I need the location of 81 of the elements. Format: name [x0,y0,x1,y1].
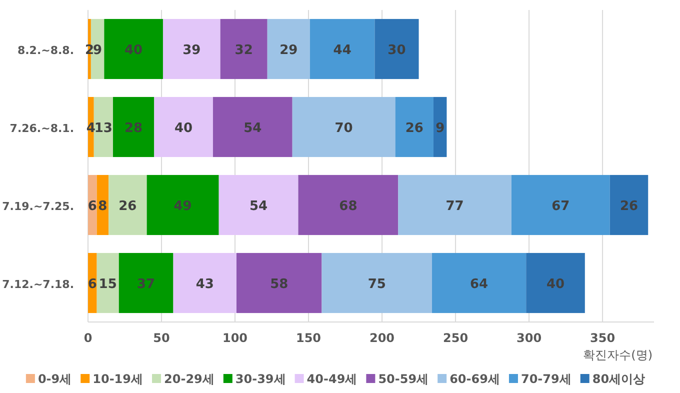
bar [433,96,447,158]
x-tick-label: 150 [296,331,322,345]
bar [432,252,526,314]
data-label: 49 [174,199,192,214]
data-label: 30 [388,43,406,58]
data-label: 6 [88,277,97,292]
x-tick-label: 350 [590,331,616,345]
legend-label: 60-69세 [450,372,500,386]
y-tick-label: 7.26.~8.1. [10,122,74,135]
legend-label: 40-49세 [306,372,358,386]
bar [218,174,298,236]
data-label: 15 [98,277,117,292]
bar [292,96,396,158]
data-label: 40 [174,121,193,136]
bar [398,174,512,236]
bar [322,252,432,314]
bar [511,174,610,236]
data-label: 13 [94,121,112,136]
data-label: 44 [333,43,352,58]
x-axis-title: 확진자수(명) [583,348,653,362]
bar [162,18,220,80]
data-label: 39 [182,43,201,58]
y-tick-label: 8.2.~8.8. [17,44,74,57]
data-label: 32 [234,43,253,58]
bar [526,252,585,314]
bar [298,174,398,236]
data-label: 9 [436,121,445,136]
data-label: 54 [244,121,262,136]
legend-label: 10-19세 [92,372,144,386]
data-label: 40 [546,277,565,292]
data-label: 26 [405,121,424,136]
data-label: 58 [270,277,288,292]
data-label: 28 [124,121,143,136]
legend-label: 0-9세 [38,372,72,386]
data-label: 26 [118,199,137,214]
x-tick-label: 250 [443,331,468,345]
legend-label: 20-29세 [164,372,214,386]
data-label: 37 [137,277,156,292]
data-label: 75 [368,277,386,292]
bar [96,252,119,314]
bar [88,252,97,314]
data-label: 77 [446,199,464,214]
data-label: 8 [98,199,108,214]
legend-label: 80세이상 [592,372,646,386]
x-tick-label: 0 [84,331,92,345]
x-tick-label: 50 [153,331,170,345]
data-label: 67 [552,199,570,214]
legend-label: 70-79세 [520,372,572,386]
y-tick-label: 7.12.~7.18. [2,278,74,291]
bar [212,96,292,158]
x-tick-label: 300 [516,331,542,345]
bar [267,18,310,80]
bar [173,252,236,314]
data-label: 64 [470,277,488,292]
bar [220,18,268,80]
bar [94,96,113,158]
bar [154,96,213,158]
bar [104,18,163,80]
data-label: 9 [93,43,102,58]
bar [610,174,648,236]
bar [108,174,147,236]
data-label: 43 [196,277,214,292]
x-tick-label: 200 [369,331,395,345]
bar [236,252,322,314]
data-label: 68 [339,199,358,214]
data-label: 70 [334,121,353,136]
data-label: 6 [88,199,97,214]
y-tick-label: 7.19.~7.25. [2,200,74,213]
data-label: 29 [280,43,298,58]
data-label: 54 [249,199,268,214]
bar [310,18,375,80]
bar [146,174,219,236]
legend-label: 30-39세 [235,372,286,386]
data-label: 40 [124,43,143,58]
data-label: 26 [620,199,638,214]
bar [112,96,154,158]
bar [395,96,434,158]
bar [374,18,419,80]
legend-label: 50-59세 [378,372,429,386]
bar [118,252,174,314]
x-tick-label: 100 [222,331,248,345]
